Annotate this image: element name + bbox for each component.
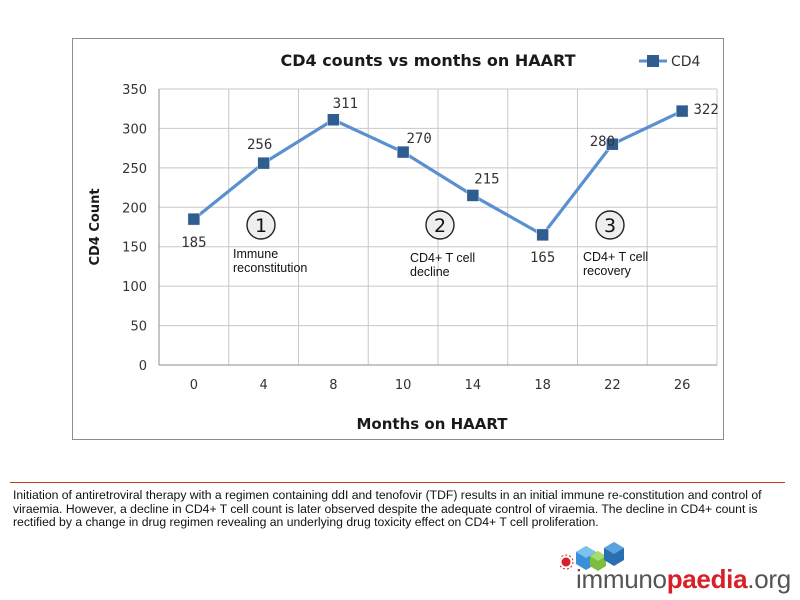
legend-marker (647, 55, 659, 67)
x-tick-label: 10 (395, 378, 412, 393)
x-tick-label: 22 (604, 378, 621, 393)
y-tick-label: 250 (122, 162, 147, 177)
data-point-marker (675, 104, 689, 118)
x-axis-title: Months on HAART (357, 415, 509, 433)
annotation-number: 3 (604, 215, 616, 237)
annotation-circle-icon (425, 210, 455, 240)
data-label: 215 (474, 171, 499, 187)
data-label: 280 (590, 134, 615, 150)
data-point-marker (257, 156, 270, 170)
data-label: 311 (333, 96, 358, 112)
immunopaedia-logo: immunopaedia.org (560, 542, 791, 595)
annotation-text: CD4+ T cell decline (410, 251, 475, 279)
annotation-text: Immune reconstitution (233, 247, 307, 275)
annotation-text: CD4+ T cell recovery (583, 250, 648, 278)
annotation-text-line: reconstitution (233, 261, 307, 275)
data-point-marker (536, 228, 549, 242)
data-label: 256 (247, 137, 272, 153)
legend-label: CD4 (671, 54, 701, 70)
x-tick-label: 14 (465, 378, 482, 393)
annotation-number: 1 (255, 215, 267, 237)
data-point-marker (327, 113, 340, 127)
x-tick-label: 26 (674, 378, 691, 393)
data-label: 165 (530, 250, 555, 266)
annotation-text-line: CD4+ T cell (410, 251, 475, 265)
y-axis-title: CD4 Count (88, 188, 103, 265)
caption-text: Initiation of antiretroviral therapy wit… (13, 488, 762, 530)
data-point-marker (396, 145, 410, 159)
data-point-marker (187, 212, 201, 226)
data-label: 185 (181, 235, 206, 251)
annotation-circle-icon (246, 210, 276, 240)
annotation-text-line: Immune (233, 247, 278, 261)
series-line-cd4 (192, 109, 683, 237)
y-tick-label: 200 (122, 201, 147, 216)
chart-frame: CD4 counts vs months on HAART 0 50 100 150 20… (72, 38, 724, 440)
logo-text-part1: immuno (576, 564, 667, 594)
x-tick-label: 8 (329, 378, 337, 393)
y-tick-label: 0 (139, 359, 147, 374)
y-tick-label: 100 (122, 280, 147, 295)
annotation-text-line: recovery (583, 264, 632, 278)
chart: CD4 counts vs months on HAART05010015020… (88, 51, 719, 433)
logo-text: immunopaedia.org (576, 564, 791, 595)
data-point-marker (606, 137, 619, 151)
y-tick-label: 50 (130, 320, 147, 335)
annotation-text-line: decline (410, 265, 450, 279)
y-tick-label: 300 (122, 122, 147, 137)
logo-text-part3: .org (747, 564, 791, 594)
x-tick-label: 4 (259, 378, 267, 393)
annotation-text-line: CD4+ T cell (583, 250, 648, 264)
data-point-marker (466, 189, 480, 202)
data-label: 322 (693, 102, 718, 118)
logo-text-part2: paedia (666, 564, 748, 594)
annotation-number: 2 (434, 215, 446, 237)
x-tick-label: 18 (534, 378, 551, 393)
data-label: 270 (406, 131, 431, 147)
logo-cubes-icon (560, 542, 624, 571)
divider-line (10, 482, 785, 483)
y-tick-label: 350 (122, 83, 147, 98)
annotation-circle-icon (595, 210, 625, 240)
chart-title: CD4 counts vs months on HAART (280, 51, 575, 70)
y-tick-label: 150 (122, 241, 147, 256)
x-tick-label: 0 (190, 378, 198, 393)
